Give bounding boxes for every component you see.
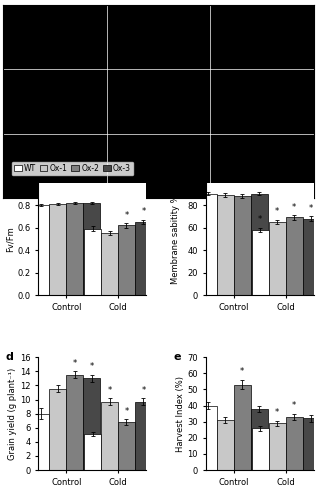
Bar [118,226,135,295]
Bar [286,218,302,295]
Bar [269,424,286,470]
Text: *: * [73,359,77,368]
Text: *: * [124,210,129,220]
Y-axis label: Grain yield (g plant⁻¹): Grain yield (g plant⁻¹) [8,368,17,460]
Bar [84,228,101,295]
Text: d: d [6,352,13,362]
Text: b: b [6,177,13,187]
Bar [302,218,317,295]
Text: *: * [107,386,112,394]
Text: *: * [309,204,313,213]
Legend: WT, Ox-1, Ox-2, Ox-3: WT, Ox-1, Ox-2, Ox-3 [12,162,133,175]
Bar [118,422,135,470]
Text: c: c [173,177,180,187]
Bar [252,230,269,295]
Bar [83,203,100,295]
Bar [252,428,269,470]
Y-axis label: Harvest Index (%): Harvest Index (%) [176,376,184,452]
Bar [135,402,152,470]
Text: *: * [141,208,146,216]
Bar [286,417,302,470]
Bar [135,222,152,295]
Bar [302,418,317,470]
Text: *: * [292,401,296,410]
Bar [251,194,268,295]
Text: *: * [240,368,244,376]
Bar [234,384,251,470]
Bar [269,222,286,295]
Bar [101,402,118,470]
Text: *: * [89,362,94,372]
Bar [66,203,83,295]
Bar [83,378,100,470]
Text: e: e [173,352,181,362]
Text: *: * [292,203,296,212]
Bar [49,389,66,470]
Text: *: * [124,407,129,416]
Bar [217,195,234,295]
Bar [32,205,49,295]
Bar [200,194,217,295]
Text: *: * [141,386,146,394]
Bar [32,414,49,470]
Bar [101,233,118,295]
Bar [217,420,234,470]
Bar [200,406,217,470]
Y-axis label: Fv/Fm: Fv/Fm [5,226,14,252]
Text: *: * [275,408,279,418]
Bar [66,375,83,470]
Bar [251,409,268,470]
Text: *: * [275,208,279,216]
Y-axis label: Membrane sabitity %: Membrane sabitity % [171,194,179,284]
Bar [234,196,251,295]
Bar [84,434,101,470]
Bar [49,204,66,295]
Text: *: * [258,215,262,224]
